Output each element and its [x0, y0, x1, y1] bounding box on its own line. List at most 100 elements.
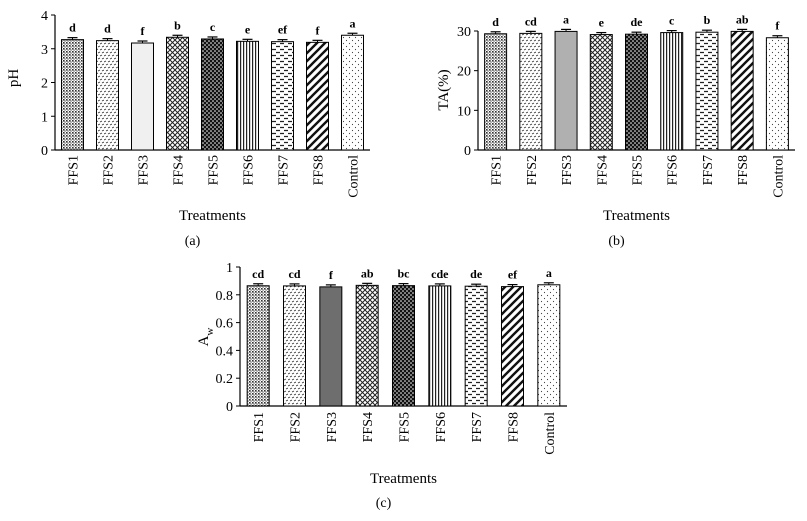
- category-label-ffs3: FFS3: [560, 155, 575, 185]
- y-axis-label: TA(%): [436, 69, 452, 110]
- significance-label: d: [492, 15, 499, 29]
- category-label-ffs4: FFS4: [595, 155, 610, 185]
- y-tick-label: 4: [41, 9, 48, 24]
- category-label-ffs4: FFS4: [172, 155, 187, 185]
- bar-control: [765, 37, 789, 151]
- bar-ffs3: [554, 30, 578, 151]
- y-tick-label: 1: [41, 110, 48, 125]
- significance-label: ab: [736, 12, 749, 26]
- y-tick-label: 0.8: [216, 289, 234, 304]
- y-tick-label: 0: [41, 144, 48, 159]
- significance-label: d: [69, 21, 76, 35]
- bar-ffs1: [61, 39, 84, 151]
- y-axis-label: Aw: [196, 328, 216, 347]
- bar-ffs3: [131, 42, 154, 151]
- significance-label: a: [546, 266, 552, 280]
- bar-ffs2: [96, 40, 119, 151]
- significance-label: d: [104, 22, 111, 36]
- bar-ffs8: [306, 41, 329, 151]
- significance-label: de: [631, 15, 644, 29]
- bar-ffs2: [283, 285, 306, 407]
- category-label-ffs6: FFS6: [242, 155, 257, 185]
- significance-label: cd: [525, 14, 537, 28]
- bar-ffs5: [625, 33, 648, 151]
- chart-panel-3: 0 0.2 0.4 0.6 0.8 1 cd FFS1 cd FFS2 f FFS3 ab FFS4 bc F…: [196, 261, 567, 511]
- category-label-ffs8: FFS8: [736, 155, 751, 185]
- category-label-ffs6: FFS6: [434, 412, 449, 442]
- significance-label: b: [704, 13, 711, 27]
- bar-ffs4: [166, 36, 189, 151]
- significance-label: a: [350, 16, 356, 30]
- category-label-ffs1: FFS1: [490, 155, 505, 185]
- chart-panel-1: 0 1 2 3 4 d FFS1 d FFS2 f FFS3 b FFS4 c FFS5 e FFS6 ef FFS…: [6, 9, 370, 249]
- bar-ffs8: [730, 30, 754, 151]
- category-label-ffs5: FFS5: [207, 155, 222, 185]
- significance-label: cde: [431, 267, 449, 281]
- significance-label: f: [316, 23, 321, 37]
- panel-label: (a): [185, 234, 201, 249]
- bar-ffs1: [484, 33, 508, 151]
- bar-ffs8: [501, 286, 524, 407]
- y-tick-label: 0.6: [216, 317, 234, 332]
- y-tick-label: 30: [457, 25, 471, 40]
- significance-label: de: [470, 267, 483, 281]
- bar-ffs6: [660, 32, 684, 151]
- significance-label: ef: [278, 23, 288, 37]
- category-label-ffs5: FFS5: [398, 412, 413, 442]
- significance-label: ab: [361, 266, 374, 280]
- category-label-ffs3: FFS3: [137, 155, 152, 185]
- y-tick-label: 0: [226, 400, 233, 415]
- category-label-ffs4: FFS4: [361, 412, 376, 442]
- significance-label: b: [174, 18, 181, 32]
- bar-ffs5: [392, 285, 415, 407]
- bar-ffs3: [319, 286, 343, 407]
- y-axis-label-main: A: [196, 335, 212, 346]
- significance-label: c: [210, 20, 216, 34]
- y-tick-label: 10: [457, 104, 471, 119]
- y-axis-label-sub: w: [204, 328, 216, 336]
- category-label-ffs1: FFS1: [252, 412, 267, 442]
- category-label-ffs8: FFS8: [312, 155, 327, 185]
- x-axis-label: Treatments: [370, 471, 437, 487]
- significance-label: ef: [508, 268, 518, 282]
- category-label-control: Control: [543, 412, 558, 455]
- y-tick-label: 0: [464, 144, 471, 159]
- category-label-ffs8: FFS8: [507, 412, 522, 442]
- bar-ffs6: [428, 285, 452, 407]
- bar-ffs2: [519, 32, 543, 151]
- category-label-ffs2: FFS2: [289, 412, 304, 442]
- significance-label: f: [775, 19, 780, 33]
- significance-label: e: [245, 22, 251, 36]
- x-axis-label: Treatments: [179, 208, 246, 224]
- bar-ffs7: [695, 31, 719, 151]
- category-label-control: Control: [347, 155, 362, 198]
- significance-label: cd: [252, 267, 264, 281]
- panel-label: (b): [608, 234, 625, 249]
- category-label-ffs7: FFS7: [701, 155, 716, 185]
- y-axis-label: pH: [6, 69, 22, 88]
- bar-control: [537, 284, 561, 407]
- bar-ffs7: [271, 41, 294, 151]
- y-tick-label: 0.2: [216, 372, 234, 387]
- bar-ffs4: [589, 34, 613, 151]
- x-axis-label: Treatments: [603, 208, 670, 224]
- category-label-ffs5: FFS5: [631, 155, 646, 185]
- y-tick-label: 0.4: [216, 344, 234, 359]
- bar-ffs7: [464, 285, 488, 407]
- category-label-ffs1: FFS1: [67, 155, 82, 185]
- category-label-ffs7: FFS7: [277, 155, 292, 185]
- category-label-ffs7: FFS7: [470, 412, 485, 442]
- category-label-control: Control: [771, 155, 786, 198]
- bar-ffs1: [246, 285, 270, 407]
- significance-label: c: [669, 14, 675, 28]
- significance-label: e: [599, 16, 605, 30]
- bar-ffs4: [355, 284, 379, 407]
- bar-control: [341, 34, 364, 151]
- significance-label: f: [329, 268, 334, 282]
- bar-ffs5: [201, 38, 224, 151]
- y-tick-label: 2: [41, 77, 48, 92]
- y-tick-label: 3: [41, 43, 48, 58]
- significance-label: a: [563, 12, 569, 26]
- category-label-ffs6: FFS6: [666, 155, 681, 185]
- significance-label: f: [141, 24, 146, 38]
